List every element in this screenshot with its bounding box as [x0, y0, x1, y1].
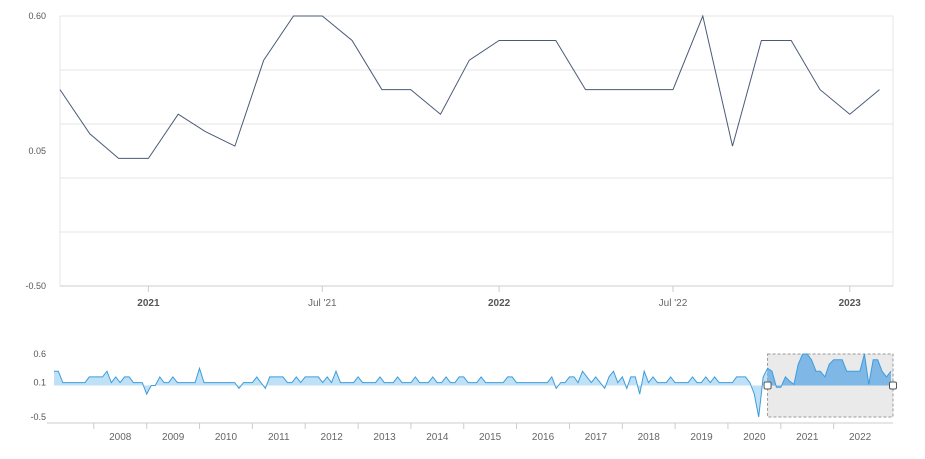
- navigator-x-tick-label: 2022: [849, 432, 872, 443]
- navigator-x-tick-label: 2013: [373, 432, 396, 443]
- navigator-y-tick-label: -0.5: [30, 412, 46, 422]
- main-chart-series-line: [59, 14, 880, 159]
- navigator-x-tick-label: 2011: [268, 432, 290, 443]
- navigator-x-tick-label: 2019: [690, 432, 713, 443]
- navigator-x-axis: 2008 2009 2010 2011 2012 2013 2014 2015 2016 2017…: [47, 422, 893, 443]
- main-chart-y-axis: 0.60 0.05 -0.50: [25, 11, 46, 291]
- navigator-y-tick-label: 0.6: [33, 349, 46, 359]
- navigator-selection[interactable]: [54, 353, 897, 418]
- navigator-selected-area: [767, 354, 891, 388]
- navigator-x-tick-label: 2015: [479, 432, 502, 443]
- navigator-right-handle[interactable]: [889, 381, 897, 390]
- main-x-tick-label: Jul '22: [659, 298, 688, 309]
- navigator-area-fill: [54, 354, 891, 417]
- navigator-x-tick-label: 2008: [109, 432, 132, 443]
- navigator-left-handle[interactable]: [763, 381, 772, 390]
- navigator-x-tick-label: 2021: [796, 432, 819, 443]
- navigator-x-tick-label: 2010: [215, 432, 238, 443]
- navigator-x-tick-label: 2014: [426, 432, 449, 443]
- main-chart-x-axis: 2021 Jul '21 2022 Jul '22 2023: [60, 285, 893, 309]
- main-chart-gridlines: [59, 15, 894, 287]
- navigator-x-tick-label: 2009: [162, 432, 185, 443]
- navigator-x-tick-label: 2020: [743, 432, 766, 443]
- navigator-y-axis: 0.6 0.1 -0.5: [30, 349, 46, 422]
- main-y-tick-label: 0.05: [28, 146, 46, 156]
- main-y-tick-label: 0.60: [28, 11, 46, 21]
- navigator-chart[interactable]: [54, 354, 891, 417]
- main-y-tick-label: -0.50: [25, 281, 46, 291]
- navigator-x-tick-label: 2012: [321, 432, 344, 443]
- main-x-tick-label: 2023: [839, 298, 862, 309]
- main-x-tick-label: 2022: [488, 298, 511, 309]
- navigator-x-tick-label: 2017: [585, 432, 608, 443]
- navigator-x-tick-label: 2018: [638, 432, 661, 443]
- navigator-x-tick-label: 2016: [532, 432, 555, 443]
- navigator-y-tick-label: 0.1: [33, 378, 46, 388]
- navigator-series-line: [54, 353, 892, 418]
- main-x-tick-label: Jul '21: [308, 298, 337, 309]
- main-x-tick-label: 2021: [137, 298, 160, 309]
